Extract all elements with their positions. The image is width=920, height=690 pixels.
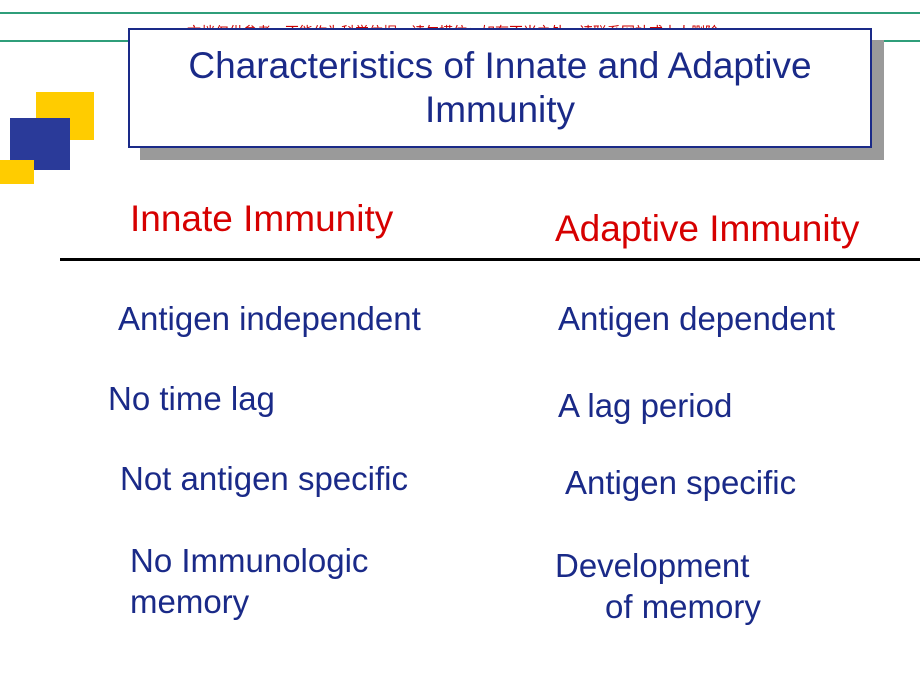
slide-title: Characteristics of Innate and Adaptive I… <box>150 44 850 133</box>
table-cell-left-1: Antigen independent <box>118 298 421 339</box>
table-cell-right-1: Antigen dependent <box>558 298 835 339</box>
table-cell-left-2: No time lag <box>108 378 275 419</box>
table-cell-right-4-line1: Development <box>555 547 749 584</box>
table-cell-right-2: A lag period <box>558 385 732 426</box>
column-header-left: Innate Immunity <box>130 198 393 240</box>
title-box: Characteristics of Innate and Adaptive I… <box>128 28 872 148</box>
table-cell-left-4: No Immunologic memory <box>130 540 490 623</box>
decorative-square-yellow-bottom <box>0 160 34 184</box>
header-divider-line <box>60 258 920 261</box>
table-cell-right-3: Antigen specific <box>565 462 796 503</box>
column-header-right: Adaptive Immunity <box>555 208 859 250</box>
table-cell-right-4: Development of memory <box>555 545 895 628</box>
top-accent-rule-1 <box>0 12 920 14</box>
table-cell-right-4-line2: of memory <box>555 586 895 627</box>
table-cell-left-3: Not antigen specific <box>120 458 408 499</box>
